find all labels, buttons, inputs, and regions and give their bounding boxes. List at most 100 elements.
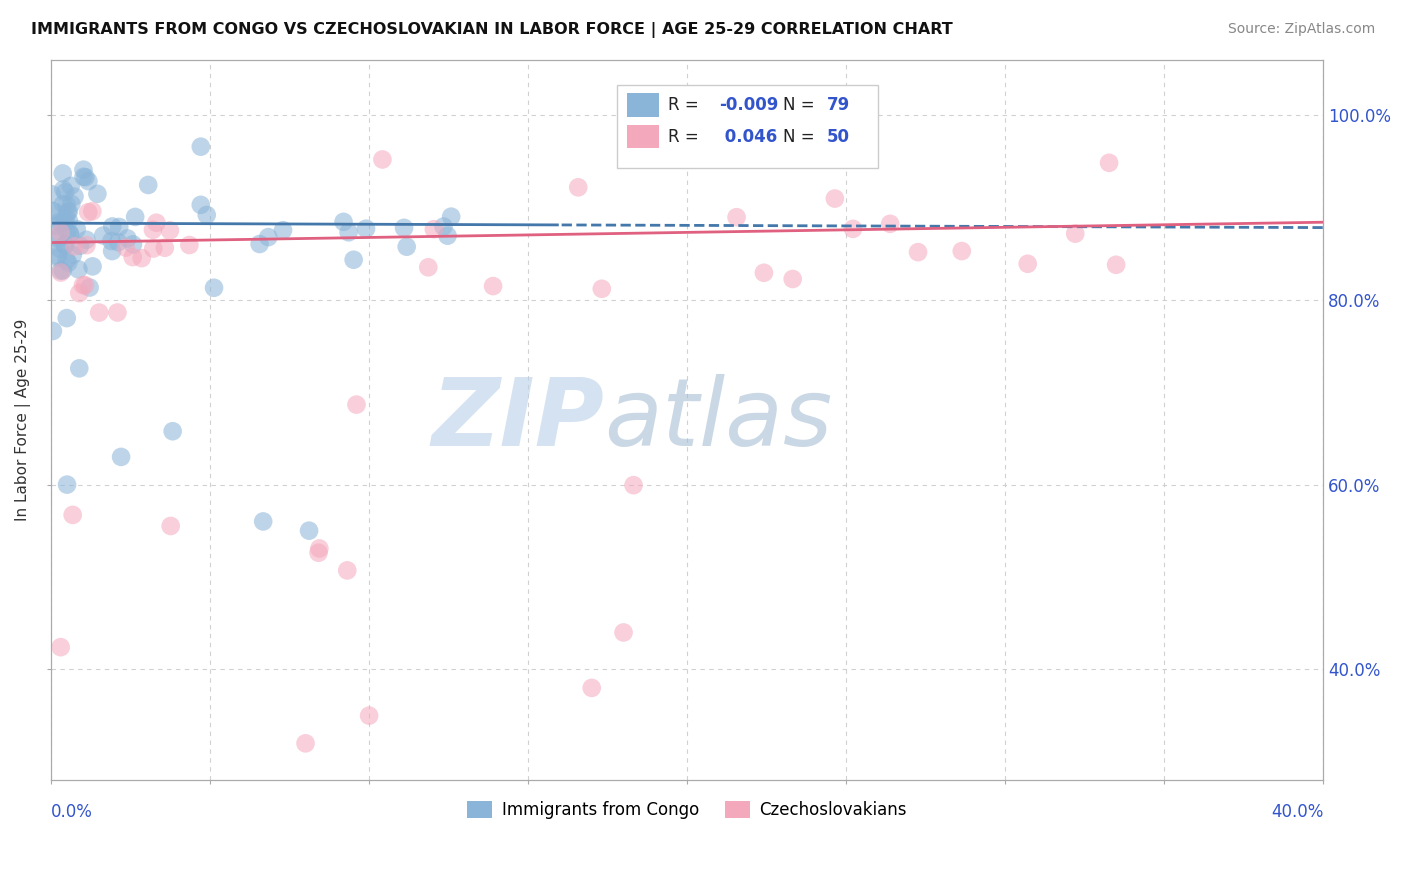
Point xyxy=(52,182,75,196)
Point xyxy=(42,204,65,219)
Point xyxy=(359,708,381,723)
Point xyxy=(56,205,79,219)
Text: ZIP: ZIP xyxy=(432,374,605,466)
Point xyxy=(107,305,129,319)
Point xyxy=(75,233,97,247)
Point xyxy=(159,519,181,533)
Point xyxy=(124,210,146,224)
Point xyxy=(117,231,139,245)
Point xyxy=(58,213,80,227)
Point xyxy=(67,361,90,376)
Point xyxy=(49,640,72,655)
Point xyxy=(114,241,136,255)
Point xyxy=(482,279,505,293)
Point xyxy=(69,239,91,253)
Point xyxy=(440,210,463,224)
Point xyxy=(252,515,274,529)
Point xyxy=(337,225,360,239)
Point xyxy=(190,139,212,153)
Point xyxy=(108,219,131,234)
Point xyxy=(62,248,84,262)
Point xyxy=(782,272,804,286)
Point xyxy=(432,219,454,234)
Point xyxy=(346,398,368,412)
Point xyxy=(79,280,101,294)
Point xyxy=(907,245,929,260)
Point xyxy=(581,681,603,695)
Point xyxy=(72,278,94,293)
Point xyxy=(298,524,321,538)
Text: atlas: atlas xyxy=(605,375,832,466)
Point xyxy=(371,153,394,167)
Point xyxy=(75,278,97,293)
Bar xyxy=(627,125,659,148)
Point xyxy=(612,625,634,640)
Point xyxy=(249,237,271,252)
Point xyxy=(395,240,418,254)
Point xyxy=(75,170,97,185)
Point xyxy=(101,219,124,234)
Point xyxy=(1017,257,1039,271)
Point xyxy=(41,187,63,202)
Point xyxy=(179,238,201,252)
Point xyxy=(423,222,446,236)
Point xyxy=(101,244,124,258)
Point xyxy=(77,205,100,219)
Y-axis label: In Labor Force | Age 25-29: In Labor Force | Age 25-29 xyxy=(15,318,31,521)
Point xyxy=(343,252,366,267)
Point xyxy=(67,262,90,277)
Point xyxy=(86,186,108,201)
Point xyxy=(842,222,865,236)
Point xyxy=(53,215,76,229)
Point xyxy=(44,230,66,244)
Point xyxy=(153,241,176,255)
Point xyxy=(52,197,75,211)
Point xyxy=(752,266,775,280)
Point xyxy=(107,235,129,249)
Point xyxy=(53,185,76,199)
Point xyxy=(202,281,225,295)
Point xyxy=(725,211,748,225)
Point xyxy=(45,219,67,233)
Point xyxy=(67,286,90,301)
Point xyxy=(332,215,354,229)
Point xyxy=(1098,156,1121,170)
Text: 79: 79 xyxy=(827,96,851,114)
Point xyxy=(824,192,846,206)
Point xyxy=(131,251,153,265)
Point xyxy=(49,242,72,256)
Point xyxy=(195,208,218,222)
Point xyxy=(58,256,80,270)
Point xyxy=(1105,258,1128,272)
Text: 40.0%: 40.0% xyxy=(1271,804,1323,822)
Point xyxy=(91,228,114,243)
Point xyxy=(418,260,440,275)
Point xyxy=(56,225,79,239)
Point xyxy=(56,477,79,491)
Point xyxy=(110,450,132,464)
Point xyxy=(75,238,97,252)
Point xyxy=(100,234,122,248)
Point xyxy=(257,230,280,244)
Point xyxy=(392,220,415,235)
Point xyxy=(308,541,330,556)
Point xyxy=(58,204,80,219)
Point xyxy=(1064,227,1087,241)
Point xyxy=(591,282,613,296)
Point xyxy=(82,204,104,219)
Point xyxy=(162,424,184,438)
Point xyxy=(62,508,84,522)
Point xyxy=(159,223,181,237)
Point xyxy=(142,223,165,237)
Point xyxy=(142,242,165,256)
Point xyxy=(59,178,82,193)
Point xyxy=(60,197,83,211)
Point xyxy=(49,226,72,240)
Text: IMMIGRANTS FROM CONGO VS CZECHOSLOVAKIAN IN LABOR FORCE | AGE 25-29 CORRELATION : IMMIGRANTS FROM CONGO VS CZECHOSLOVAKIAN… xyxy=(31,22,953,38)
Point xyxy=(59,227,82,241)
Point xyxy=(89,305,111,319)
Point xyxy=(436,228,458,243)
Point xyxy=(72,162,94,177)
Point xyxy=(121,250,143,264)
Bar xyxy=(627,94,659,117)
